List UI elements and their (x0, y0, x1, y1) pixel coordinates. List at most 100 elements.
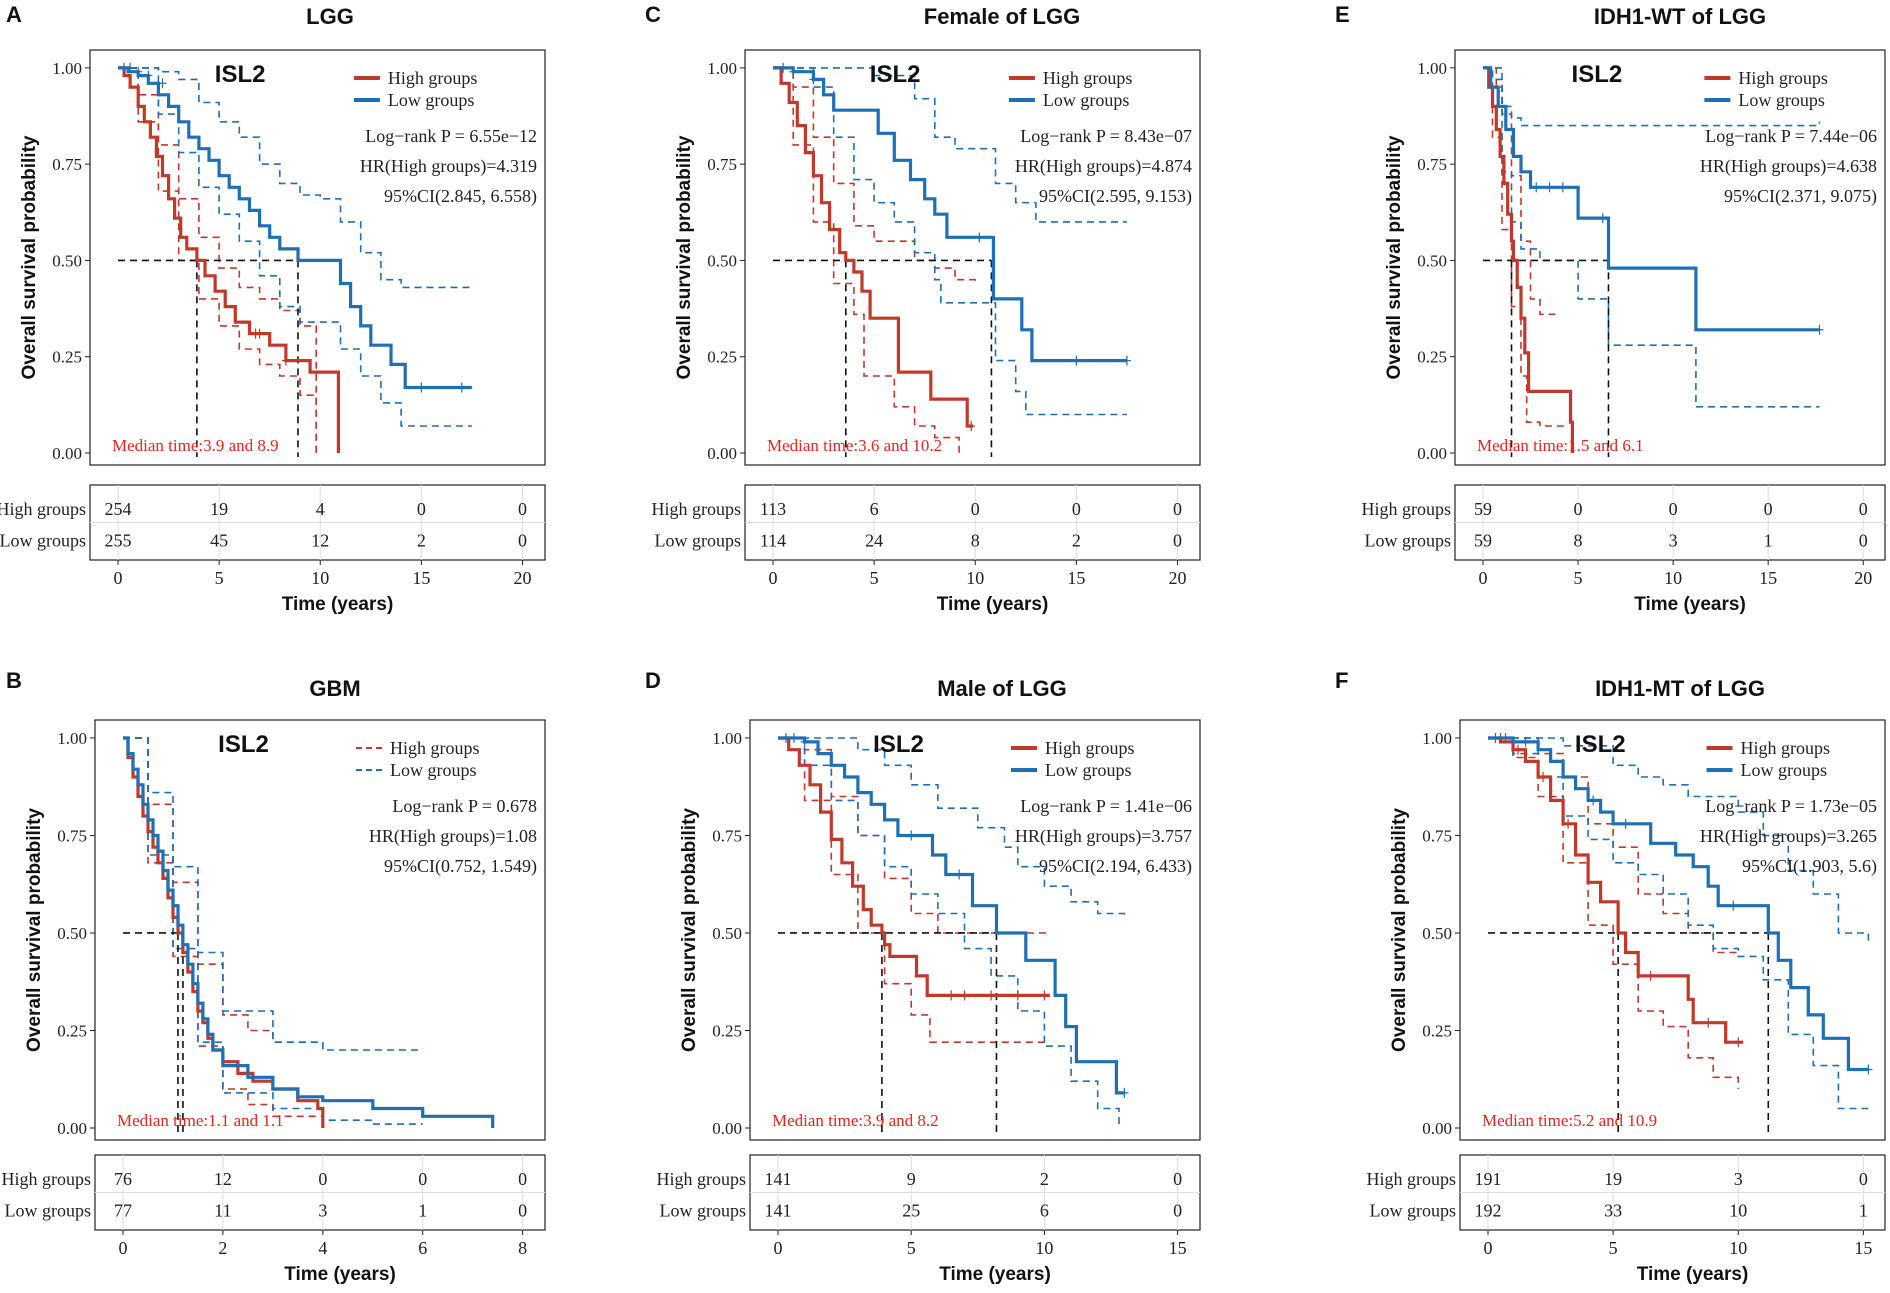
legend-label-low: Low groups (1045, 760, 1132, 780)
x-tick-label: 5 (215, 568, 224, 588)
x-tick-label: 20 (1854, 568, 1872, 588)
risk-count-high: 59 (1474, 499, 1492, 519)
risk-count-low: 0 (518, 1201, 527, 1221)
risk-count-low: 25 (902, 1201, 920, 1221)
risk-count-low: 45 (210, 531, 228, 551)
y-tick-label: 0.75 (1417, 155, 1447, 174)
survival-curve-high (778, 736, 1050, 997)
x-tick-label: 0 (114, 568, 123, 588)
plot-frame (89, 49, 546, 466)
gene-label: ISL2 (1575, 731, 1626, 758)
x-tick-label: 0 (1479, 568, 1488, 588)
stat-line: HR(High groups)=4.874 (1015, 156, 1192, 177)
plot-frame (94, 719, 546, 1141)
censor-mark (960, 990, 969, 1001)
survival-curve-high (118, 66, 340, 453)
median-time-label: Median time:3.6 and 10.2 (767, 436, 942, 455)
panel-d: D Male of LGG 0.00 0.25 0.50 0.75 1.00 Overall … (645, 668, 1201, 1285)
x-tick-label: 6 (418, 1238, 427, 1258)
y-tick-label: 0.50 (52, 251, 82, 270)
stat-line: 95%CI(2.595, 9.153) (1039, 186, 1192, 207)
x-tick-label: 0 (769, 568, 778, 588)
risk-count-high: 113 (760, 499, 786, 519)
x-tick-label: 0 (119, 1238, 128, 1258)
y-tick-label: 0.25 (57, 1021, 87, 1040)
ci-lower-low (123, 737, 423, 1125)
legend-label-low: Low groups (1741, 760, 1828, 780)
y-tick-label: 0.75 (52, 155, 82, 174)
x-tick-label: 0 (1484, 1238, 1493, 1258)
x-tick-label: 2 (218, 1238, 227, 1258)
risk-count-low: 0 (1859, 531, 1868, 551)
x-tick-label: 15 (1067, 568, 1085, 588)
risk-count-high: 3 (1734, 1169, 1743, 1189)
plot-frame (1459, 719, 1886, 1141)
censor-mark (1589, 795, 1598, 806)
censor-mark (255, 328, 264, 339)
median-time-label: Median time:3.9 and 8.2 (772, 1111, 939, 1130)
survival-curve-low (123, 736, 495, 1128)
gene-label: ISL2 (215, 61, 266, 88)
x-tick-label: 10 (1035, 1238, 1053, 1258)
stat-line: Log−rank P = 7.44e−06 (1705, 126, 1877, 146)
risk-count-low: 0 (518, 531, 527, 551)
x-tick-label: 10 (1664, 568, 1682, 588)
risk-count-low: 0 (1173, 1201, 1182, 1221)
censor-mark (1646, 970, 1655, 981)
stat-line: Log−rank P = 0.678 (392, 796, 537, 816)
stat-line: Log−rank P = 1.41e−06 (1020, 796, 1192, 816)
x-axis-label: Time (years) (282, 594, 394, 615)
plot-frame (749, 719, 1201, 1141)
y-tick-label: 0.25 (707, 348, 737, 367)
censor-mark (800, 736, 809, 747)
survival-curve-low (1483, 66, 1820, 332)
x-tick-label: 15 (1169, 1238, 1187, 1258)
y-tick-label: 1.00 (52, 59, 82, 78)
ci-lower-high (778, 737, 1050, 1043)
legend-label-high: High groups (390, 738, 480, 758)
risk-count-high: 0 (1072, 499, 1081, 519)
censor-mark (907, 830, 916, 841)
censor-mark (457, 382, 466, 393)
censor-mark (975, 232, 984, 243)
gene-label: ISL2 (218, 731, 269, 758)
x-tick-label: 5 (1609, 1238, 1618, 1258)
x-axis-label: Time (years) (1637, 1264, 1749, 1285)
ci-lower-low (778, 737, 1120, 1125)
censor-mark (1501, 732, 1510, 743)
y-tick-label: 0.00 (1422, 1119, 1452, 1138)
risk-row-label-low: Low groups (1370, 1201, 1457, 1221)
risk-count-high: 0 (1859, 1169, 1868, 1189)
censor-mark (1558, 182, 1567, 193)
censor-mark (1539, 771, 1548, 782)
risk-row-label-low: Low groups (655, 531, 742, 551)
y-tick-label: 0.50 (1417, 251, 1447, 270)
survival-curve-high (1483, 66, 1574, 453)
stat-line: Log−rank P = 1.73e−05 (1705, 796, 1877, 816)
y-tick-label: 0.00 (1417, 444, 1447, 463)
ci-upper-low (118, 67, 472, 289)
ci-lower-low (1488, 737, 1869, 1110)
y-tick-label: 0.50 (712, 924, 742, 943)
survival-curve-high (773, 66, 974, 428)
panel-letter: C (645, 2, 661, 27)
risk-count-high: 0 (418, 1169, 427, 1189)
risk-row-label-low: Low groups (0, 531, 86, 551)
panel-letter: B (6, 668, 22, 693)
censor-mark (1621, 818, 1630, 829)
legend-label-low: Low groups (1738, 90, 1825, 110)
censor-mark (789, 732, 798, 743)
risk-row-label-high: High groups (1362, 499, 1452, 519)
risk-count-high: 0 (971, 499, 980, 519)
y-tick-label: 0.50 (707, 251, 737, 270)
panel-title: IDH1-MT of LGG (1595, 676, 1765, 701)
censor-mark (126, 62, 135, 73)
x-axis-label: Time (years) (1634, 594, 1746, 615)
y-axis-label: Overall survival probability (679, 808, 700, 1052)
median-time-label: Median time:1.5 and 6.1 (1477, 436, 1644, 455)
survival-curve-high (1488, 736, 1744, 1044)
risk-count-high: 0 (1764, 499, 1773, 519)
risk-count-high: 9 (907, 1169, 916, 1189)
y-tick-label: 0.50 (57, 924, 87, 943)
